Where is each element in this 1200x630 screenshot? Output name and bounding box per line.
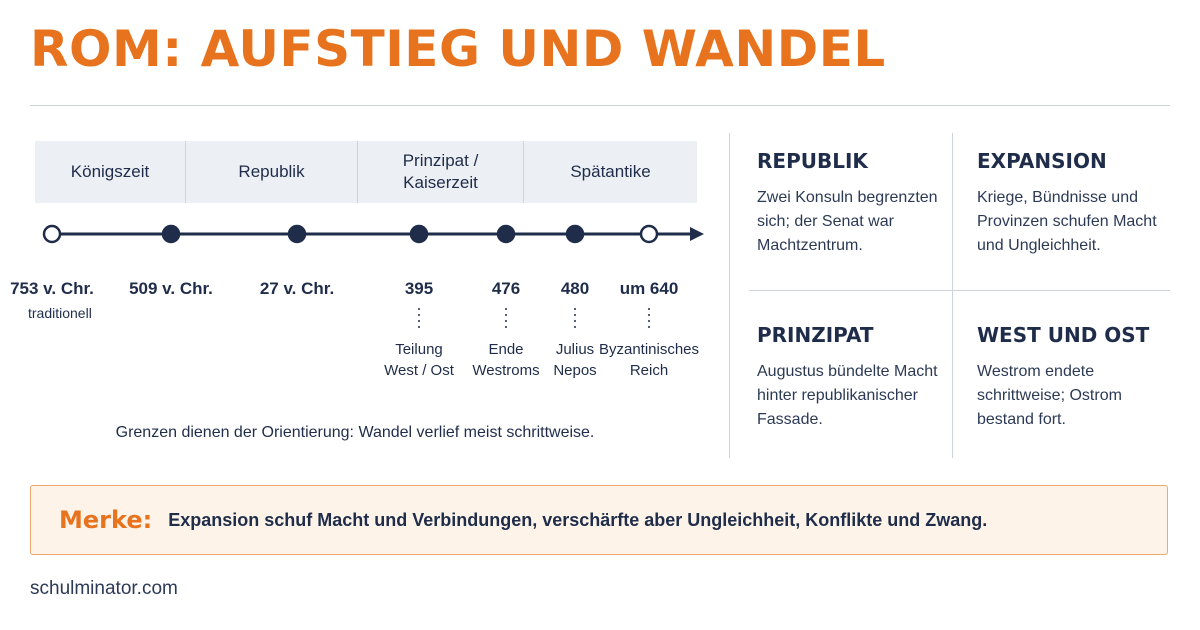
merke-text: Expansion schuf Macht und Verbindungen, …: [168, 509, 988, 530]
card-text: Kriege, Bündnisse und Provinzen schufen …: [977, 189, 1157, 254]
title-divider: [30, 105, 1170, 106]
card-heading: WEST UND OST: [977, 323, 1150, 347]
merke-box: Merke: Expansion schuf Macht und Verbind…: [30, 485, 1168, 555]
period-republik: Republik: [186, 141, 358, 203]
timeline-event-note: Byzantinisches Reich: [599, 341, 699, 379]
timeline-arrow-icon: [690, 227, 704, 241]
timeline-year: um 640: [620, 279, 679, 298]
card-text: Westrom endete schrittweise; Ostrom best…: [977, 363, 1122, 428]
card-republik: REPUBLIK Zwei Konsuln begrenzten sich; d…: [757, 148, 957, 258]
timeline-marker: [409, 224, 429, 244]
timeline-marker-open: [42, 224, 62, 244]
timeline: 753 v. Chr. traditionell 509 v. Chr. 27 v. …: [10, 224, 704, 379]
card-expansion: EXPANSION Kriege, Bündnisse und Provinze…: [977, 148, 1167, 258]
card-prinzipat: PRINZIPAT Augustus bündelte Macht hinter…: [757, 322, 947, 432]
timeline-event-note: Teilung West / Ost: [384, 341, 455, 379]
card-heading: EXPANSION: [977, 149, 1107, 173]
grid-divider-horizontal: [749, 290, 1170, 291]
timeline-marker-open: [639, 224, 659, 244]
timeline-year: 753 v. Chr.: [10, 279, 94, 298]
card-west-und-ost: WEST UND OST Westrom endete schrittweise…: [977, 322, 1157, 432]
period-band: Königszeit Republik Prinzipat / Kaiserze…: [35, 141, 697, 203]
timeline-event-note: Ende Westroms: [472, 341, 539, 379]
footer-site-name: schulminator.com: [30, 578, 178, 599]
timeline-marker: [161, 224, 181, 244]
timeline-year-sub: traditionell: [28, 305, 92, 321]
card-text: Augustus bündelte Macht hinter republika…: [757, 363, 938, 428]
page-title: ROM: AUFSTIEG UND WANDEL: [30, 20, 886, 78]
merke-label: Merke:: [59, 506, 153, 534]
timeline-year: 27 v. Chr.: [260, 279, 334, 298]
timeline-event-note: Julius Nepos: [553, 341, 596, 379]
timeline-year: 395: [405, 279, 433, 298]
period-spaetantike: Spätantike: [570, 162, 651, 181]
card-heading: REPUBLIK: [757, 149, 868, 173]
card-heading: PRINZIPAT: [757, 323, 874, 347]
period-prinzipat: Prinzipat / Kaiserzeit: [358, 141, 524, 203]
timeline-year: 476: [492, 279, 520, 298]
timeline-caption: Grenzen dienen der Orientierung: Wandel …: [115, 424, 595, 441]
grid-divider-middle: [952, 133, 953, 458]
period-koenigszeit: Königszeit: [35, 141, 186, 203]
timeline-marker: [496, 224, 516, 244]
grid-divider-left: [729, 133, 730, 458]
timeline-year: 480: [561, 279, 589, 298]
timeline-year: 509 v. Chr.: [129, 279, 213, 298]
timeline-marker: [565, 224, 585, 244]
card-text: Zwei Konsuln begrenzten sich; der Senat …: [757, 189, 938, 254]
timeline-marker: [287, 224, 307, 244]
